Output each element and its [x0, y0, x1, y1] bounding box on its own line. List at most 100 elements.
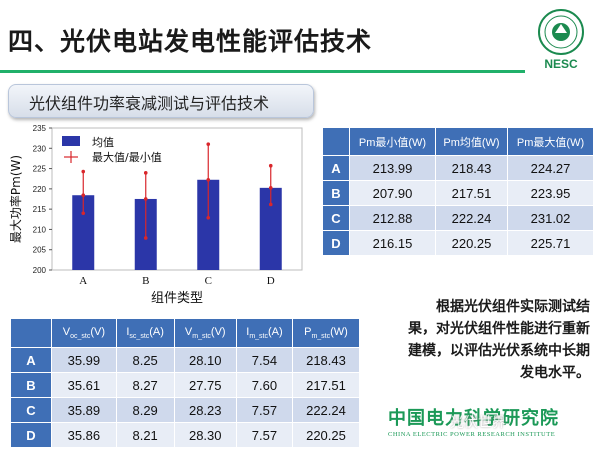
- title-divider: [0, 70, 525, 73]
- nesc-logo: NESC: [538, 9, 584, 71]
- min-marker: [268, 202, 273, 207]
- header-cell: Isc_stc(A): [115, 318, 175, 348]
- table-cell: 35.99: [51, 347, 117, 373]
- table-cell: 222.24: [291, 397, 361, 423]
- logo-text: NESC: [544, 57, 578, 71]
- pm-row: A 213.99 218.43 224.27: [322, 155, 594, 181]
- table-cell: 225.71: [507, 230, 594, 256]
- table-cell: 217.51: [434, 180, 509, 206]
- stc-table: Voc_stc(V) Isc_stc(A) Vm_stc(V) Im_stc(A) Pm…: [10, 318, 361, 448]
- table-cell: 220.25: [291, 422, 361, 448]
- min-marker: [206, 215, 211, 220]
- table-cell: 28.30: [173, 422, 237, 448]
- table-cell: 8.29: [115, 397, 175, 423]
- institute-name-en: CHINA ELECTRIC POWER RESEARCH INSTITUTE: [388, 431, 556, 438]
- x-tick-label: B: [142, 275, 149, 287]
- min-marker: [143, 236, 148, 240]
- note-line: 发电水平。: [520, 365, 590, 381]
- stc-row: B 35.61 8.27 27.75 7.60 217.51: [10, 372, 361, 398]
- mean-marker: [143, 197, 148, 201]
- y-tick-label: 210: [33, 225, 47, 234]
- table-cell: 35.89: [51, 397, 117, 423]
- header-cell: [322, 127, 350, 156]
- table-cell: 7.60: [235, 372, 293, 398]
- header-cell: Pm最大值(W): [507, 127, 594, 156]
- table-cell: 35.61: [51, 372, 117, 398]
- row-key: C: [322, 205, 350, 231]
- table-cell: 8.21: [115, 422, 175, 448]
- y-tick-label: 215: [33, 205, 47, 214]
- row-key: C: [10, 397, 52, 423]
- header-subscript: sc_stc: [129, 333, 150, 341]
- row-key: A: [10, 347, 52, 373]
- table-cell: 8.25: [115, 347, 175, 373]
- table-cell: 7.57: [235, 422, 293, 448]
- max-marker: [143, 171, 148, 175]
- table-cell: 217.51: [291, 372, 361, 398]
- table-cell: 7.54: [235, 347, 293, 373]
- x-tick-label: C: [205, 275, 212, 287]
- legend-swatch-mean: [62, 136, 80, 146]
- row-key: A: [322, 155, 350, 181]
- y-tick-label: 205: [33, 246, 47, 255]
- conclusion-note: 根据光伏组件实际测试结果，对光伏组件性能进行重新 建模，以评估光伏系统中长期发电水…: [370, 296, 590, 384]
- slide-title: 四、光伏电站发电性能评估技术: [8, 27, 373, 56]
- note-line: 根据光伏组件实际测试结: [436, 299, 590, 315]
- mean-marker: [206, 177, 211, 182]
- bar: [72, 195, 95, 270]
- table-cell: 7.57: [235, 397, 293, 423]
- power-bar-chart: 200 205 210 215 220 225 230 235 A B C D 组件类型 最大功率Pm(W…: [8, 124, 303, 306]
- header-cell: [10, 318, 52, 348]
- table-cell: 27.75: [173, 372, 237, 398]
- y-axis-label: 最大功率Pm(W): [8, 155, 23, 243]
- mean-marker: [81, 193, 86, 198]
- y-tick-label: 235: [33, 124, 47, 133]
- note-line: 果，对光伏组件性能进行重新: [408, 321, 590, 337]
- table-cell: 8.27: [115, 372, 175, 398]
- stc-row: C 35.89 8.29 28.23 7.57 222.24: [10, 397, 361, 423]
- row-key: B: [322, 180, 350, 206]
- y-tick-label: 220: [33, 185, 47, 194]
- stc-row: D 35.86 8.21 28.30 7.57 220.25: [10, 422, 361, 448]
- header-subscript: m_stc: [311, 333, 331, 341]
- y-tick-label: 230: [33, 144, 47, 153]
- pm-row: C 212.88 222.24 231.02: [322, 205, 594, 231]
- note-line: 建模，以评估光伏系统中长期: [408, 343, 590, 359]
- table-cell: 220.25: [434, 230, 509, 256]
- x-tick-label: A: [79, 275, 87, 287]
- row-key: D: [322, 230, 350, 256]
- institute-footer: 中国电力科学研究院 CHINA ELECTRIC POWER RESEARCH …: [388, 404, 594, 438]
- table-cell: 35.86: [51, 422, 117, 448]
- header-cell: Voc_stc(V): [51, 318, 117, 348]
- min-marker: [81, 211, 86, 216]
- table-cell: 213.99: [349, 155, 436, 181]
- subtitle-text: 光伏组件功率衰减测试与评估技术: [29, 94, 270, 113]
- bar: [259, 187, 282, 270]
- header-cell: Pm最小值(W): [349, 127, 436, 156]
- subtitle-banner: 光伏组件功率衰减测试与评估技术: [8, 84, 314, 118]
- table-cell: 231.02: [507, 205, 594, 231]
- table-cell: 224.27: [507, 155, 594, 181]
- legend-label-minmax: 最大值/最小值: [92, 150, 162, 164]
- table-cell: 212.88: [349, 205, 436, 231]
- institute-name-cn: 中国电力科学研究院: [388, 408, 559, 429]
- bar: [197, 179, 220, 270]
- pm-row: B 207.90 217.51 223.95: [322, 180, 594, 206]
- legend-label-mean: 均值: [92, 136, 114, 149]
- x-tick-label: D: [267, 275, 275, 287]
- header-cell: Pm均值(W): [434, 127, 509, 156]
- y-tick-label: 200: [33, 266, 47, 275]
- pm-table: Pm最小值(W) Pm均值(W) Pm最大值(W) A 213.99 218.43 224.…: [322, 127, 594, 256]
- row-key: B: [10, 372, 52, 398]
- watermark: 光伏世界: [450, 415, 506, 431]
- pm-row: D 216.15 220.25 225.71: [322, 230, 594, 256]
- table-cell: 28.10: [173, 347, 237, 373]
- header-subscript: m_stc: [192, 333, 211, 341]
- header-cell: Vm_stc(V): [173, 318, 237, 348]
- header-subscript: m_stc: [249, 333, 268, 341]
- x-axis-label: 组件类型: [151, 291, 203, 306]
- mean-marker: [268, 186, 273, 190]
- table-cell: 223.95: [507, 180, 594, 206]
- max-marker: [206, 142, 211, 146]
- table-cell: 207.90: [349, 180, 436, 206]
